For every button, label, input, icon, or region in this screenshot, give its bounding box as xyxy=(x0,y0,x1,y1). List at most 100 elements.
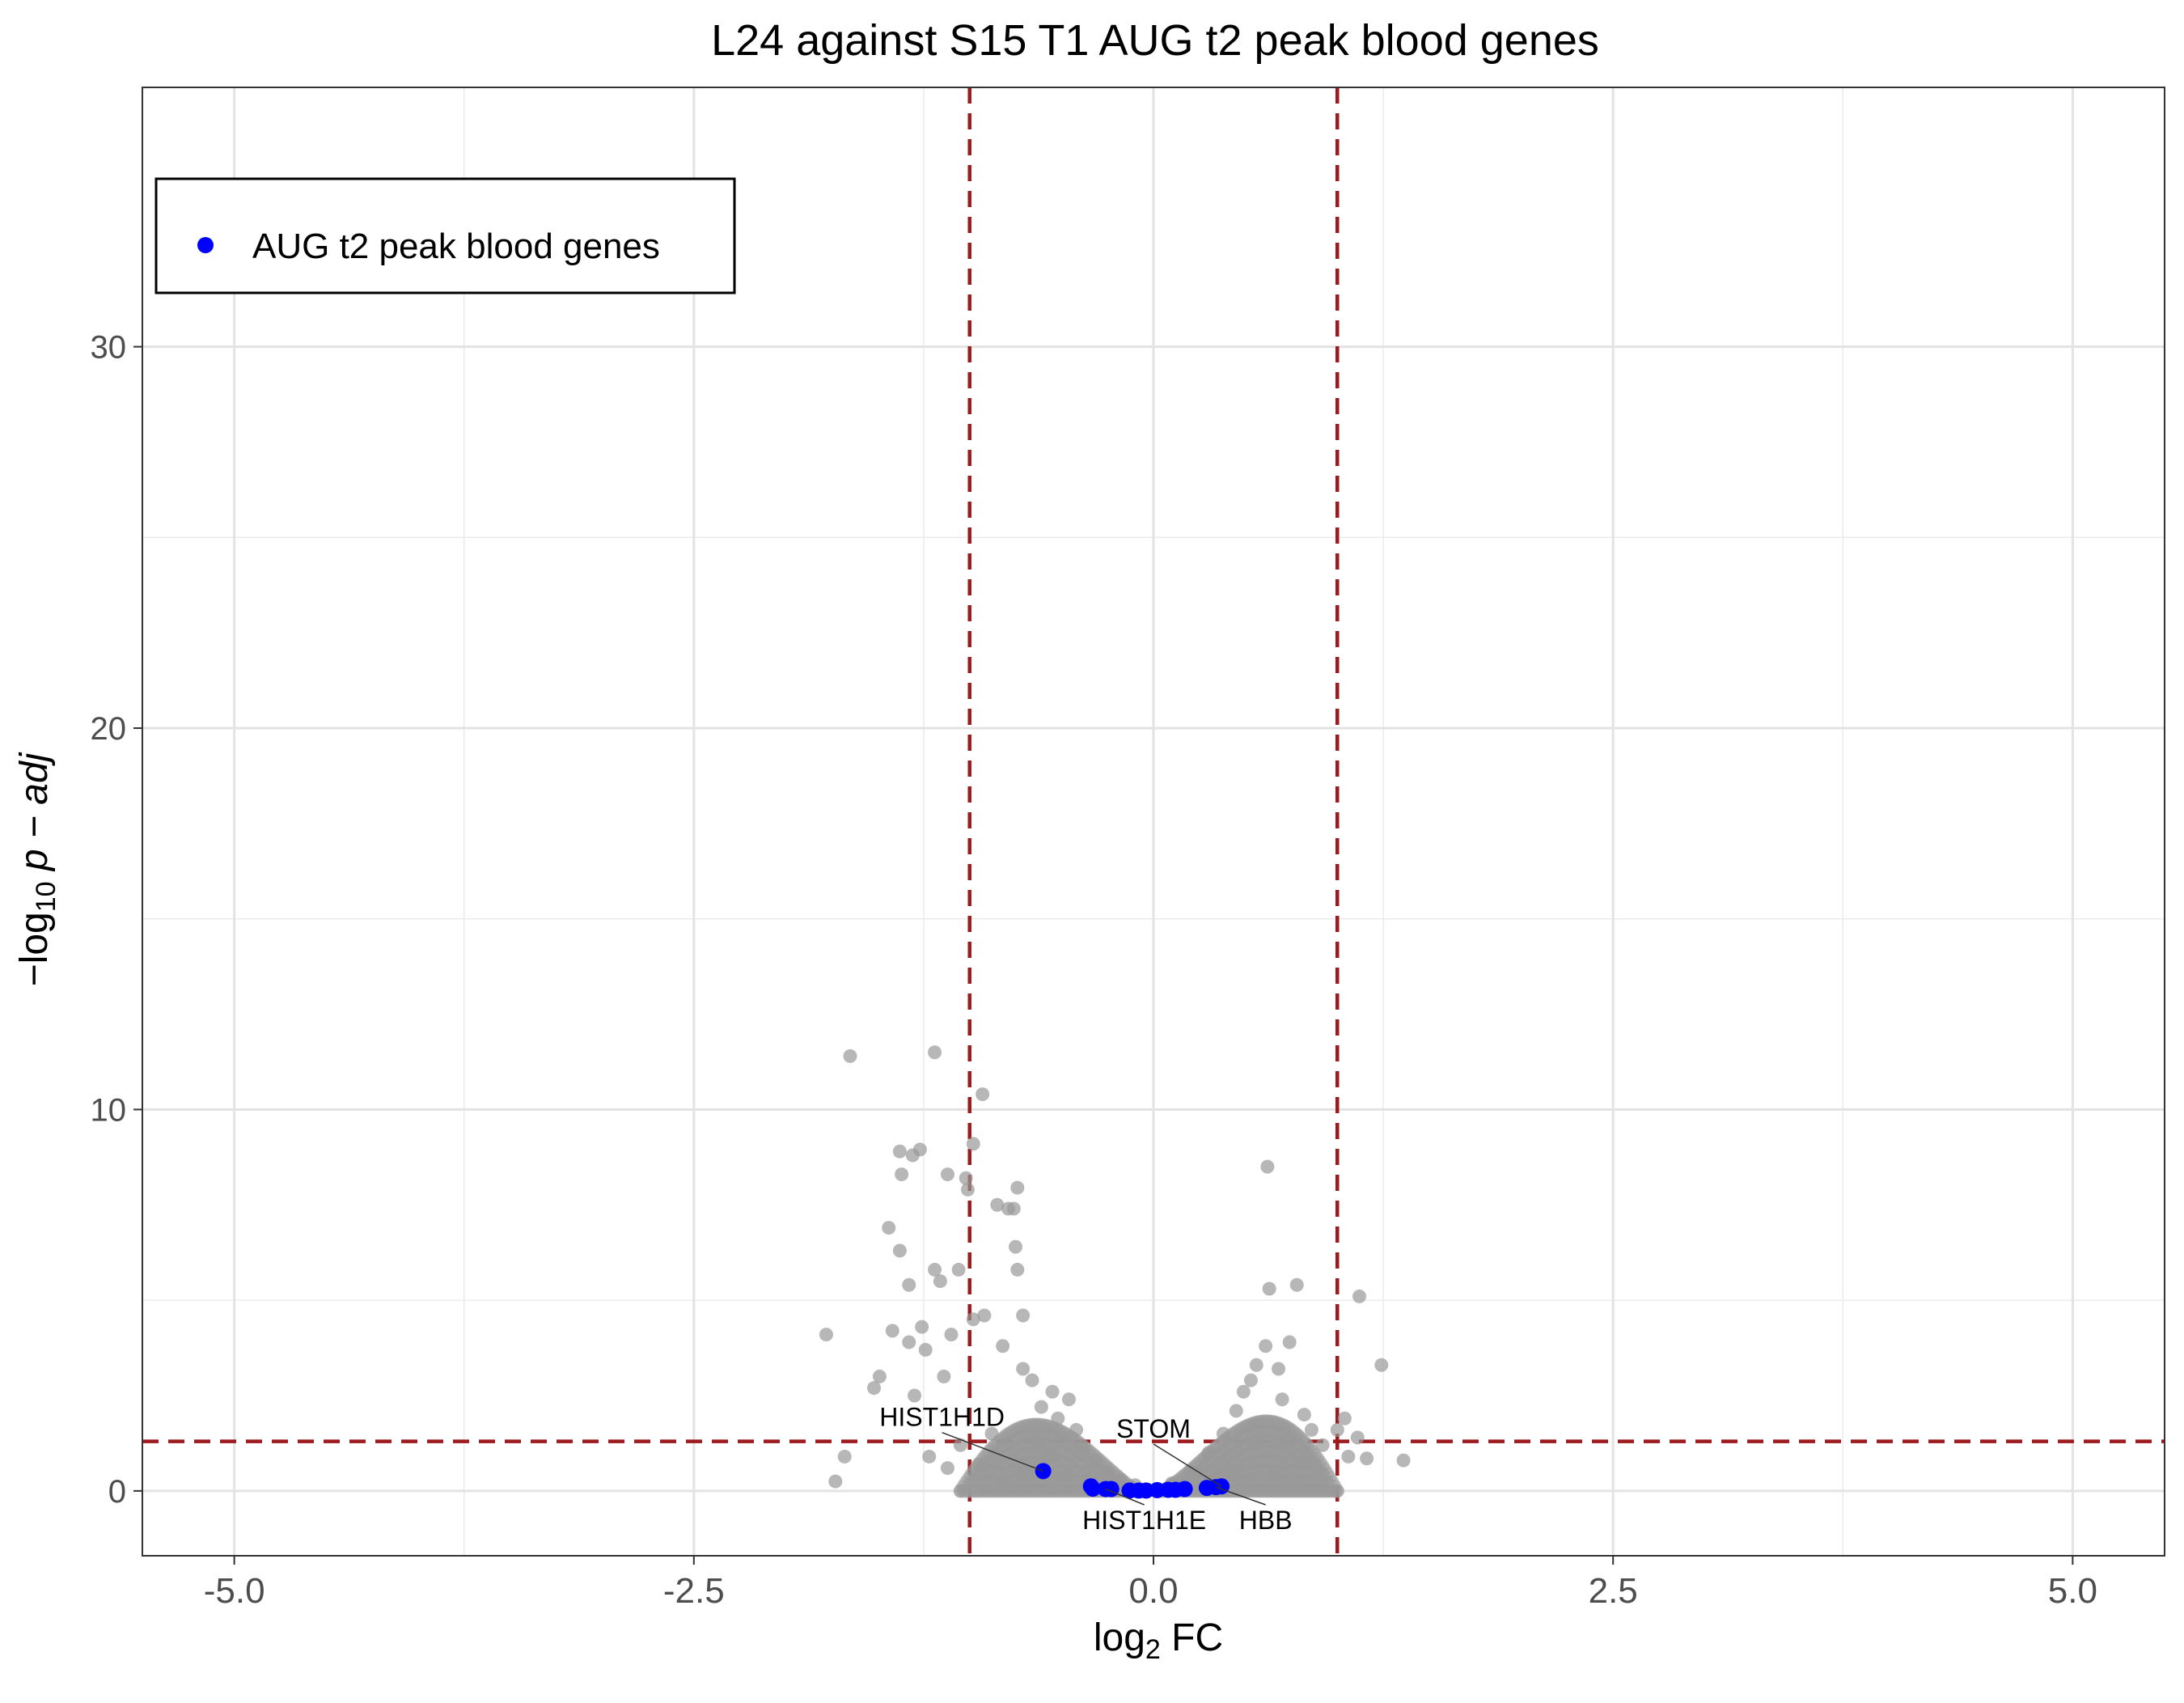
y-axis-title: −log10 p − adj xyxy=(13,752,61,986)
threshold-lines xyxy=(142,87,2165,1556)
background-point xyxy=(966,1312,980,1327)
highlight-point xyxy=(1103,1481,1120,1498)
background-point xyxy=(1045,1384,1060,1399)
background-point xyxy=(1061,1392,1076,1407)
x-axis-title-subscript: 2 xyxy=(1145,1634,1161,1665)
background-point xyxy=(1243,1373,1258,1387)
background-point xyxy=(912,1142,927,1157)
background-point xyxy=(1350,1430,1365,1445)
background-point xyxy=(1016,1308,1031,1323)
background-point xyxy=(1396,1453,1411,1468)
gene-label-leader xyxy=(1216,1486,1266,1506)
background-point xyxy=(928,1045,942,1060)
background-point xyxy=(892,1144,907,1159)
y-tick-label: 20 xyxy=(91,711,127,747)
background-point xyxy=(918,1342,933,1357)
y-axis-title-tail: p − adj xyxy=(13,752,56,881)
background-point xyxy=(908,1388,922,1403)
gene-label: HIST1H1E xyxy=(1082,1506,1206,1535)
x-axis-title-main: log xyxy=(1094,1616,1145,1659)
background-point xyxy=(1009,1239,1023,1254)
background-point xyxy=(1016,1362,1031,1376)
background-point xyxy=(1010,1180,1025,1195)
gene-label: STOM xyxy=(1116,1414,1191,1443)
background-point xyxy=(1360,1451,1374,1466)
gene-label-leader xyxy=(942,1432,1043,1472)
background-point xyxy=(953,1438,967,1452)
background-point xyxy=(1034,1400,1048,1414)
background-point xyxy=(1341,1449,1356,1464)
background-point xyxy=(1352,1289,1367,1303)
background-point xyxy=(1337,1411,1352,1426)
background-point xyxy=(828,1474,843,1489)
background-point xyxy=(1025,1373,1039,1387)
y-axis-title-prefix: −log xyxy=(13,912,56,986)
x-tick-label: 0.0 xyxy=(1128,1571,1178,1611)
background-point xyxy=(1374,1358,1389,1372)
x-axis-title-tail: FC xyxy=(1161,1616,1223,1659)
background-point xyxy=(977,1308,992,1323)
y-axis: 0 10 20 30 xyxy=(91,330,142,1510)
y-axis-title-subscript: 10 xyxy=(31,881,61,912)
background-point xyxy=(1249,1358,1263,1372)
chart-title: L24 against S15 T1 AUG t2 peak blood gen… xyxy=(711,16,1599,65)
background-point xyxy=(1229,1404,1243,1418)
gene-label: HBB xyxy=(1239,1506,1293,1535)
background-point xyxy=(1330,1422,1344,1437)
background-point xyxy=(843,1048,857,1063)
grid xyxy=(142,87,2165,1556)
legend: AUG t2 peak blood genes xyxy=(154,177,736,294)
gene-labels: HIST1H1D STOM HIST1H1E HBB xyxy=(879,1403,1292,1535)
background-points xyxy=(819,1045,1411,1498)
legend-label: AUG t2 peak blood genes xyxy=(252,227,660,266)
background-point xyxy=(944,1328,959,1342)
background-point xyxy=(990,1197,1005,1212)
background-point xyxy=(951,1262,966,1277)
background-point xyxy=(902,1335,916,1349)
background-point xyxy=(1272,1362,1286,1376)
background-point xyxy=(1236,1384,1251,1399)
background-point xyxy=(872,1369,887,1383)
background-point xyxy=(1260,1159,1275,1174)
background-point xyxy=(819,1328,833,1342)
background-point xyxy=(837,1449,852,1464)
background-point xyxy=(1330,1484,1344,1498)
background-point xyxy=(1315,1438,1330,1452)
y-tick-label: 0 xyxy=(108,1474,126,1510)
background-point xyxy=(892,1243,907,1258)
background-point xyxy=(867,1381,882,1396)
gene-label: HIST1H1D xyxy=(879,1403,1005,1432)
x-tick-label: 2.5 xyxy=(1589,1571,1638,1611)
background-point xyxy=(1006,1201,1021,1216)
background-point xyxy=(1262,1281,1276,1296)
background-point xyxy=(1289,1277,1304,1292)
background-point xyxy=(966,1137,980,1151)
background-point xyxy=(937,1369,951,1383)
background-point xyxy=(933,1274,947,1289)
highlight-point xyxy=(1176,1481,1193,1498)
gene-label-leader xyxy=(1105,1488,1145,1506)
background-point xyxy=(996,1339,1010,1354)
background-point xyxy=(902,1277,916,1292)
background-point xyxy=(882,1221,896,1235)
background-point xyxy=(1275,1392,1289,1407)
legend-key-highlight xyxy=(197,237,214,253)
background-point xyxy=(1297,1408,1311,1422)
background-point xyxy=(1259,1339,1273,1354)
x-tick-label: 5.0 xyxy=(2048,1571,2097,1611)
background-point xyxy=(1282,1335,1297,1349)
background-point xyxy=(1304,1422,1318,1437)
y-tick-label: 30 xyxy=(91,330,127,366)
x-tick-label: -2.5 xyxy=(663,1571,725,1611)
background-point xyxy=(915,1320,929,1334)
background-point xyxy=(922,1449,937,1464)
highlight-point xyxy=(1085,1481,1101,1498)
background-point xyxy=(885,1324,899,1338)
background-point xyxy=(940,1461,954,1476)
background-point xyxy=(976,1087,990,1102)
background-point xyxy=(1010,1262,1025,1277)
background-point xyxy=(940,1167,954,1182)
legend-box xyxy=(154,177,736,294)
